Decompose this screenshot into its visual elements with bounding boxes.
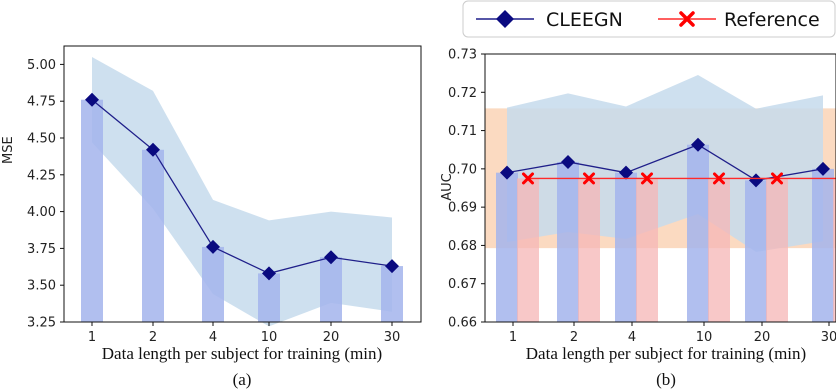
panel-a-y-tick-label: 4.00 bbox=[27, 205, 56, 220]
panel-a-cleegn-point bbox=[85, 92, 99, 107]
panel-b-x-tick-label: 20 bbox=[754, 330, 771, 345]
panel-a-x-tick-label: 20 bbox=[323, 330, 340, 345]
panel-b-reference-bar bbox=[833, 178, 836, 322]
panel-b-y-axis-label: AUC bbox=[440, 173, 455, 201]
panel-b-cleegn-point bbox=[619, 165, 633, 180]
panel-b-reference-bar bbox=[708, 178, 730, 322]
panel-b-x-tick-label: 2 bbox=[570, 330, 578, 345]
panel-a-y-axis-label: MSE bbox=[1, 136, 16, 164]
panel-b-y-tick-label: 0.69 bbox=[448, 201, 477, 216]
panel-a-caption: (a) bbox=[233, 370, 252, 389]
panel-b-cleegn-bar bbox=[745, 180, 767, 322]
legend-reference-x-marker bbox=[679, 11, 695, 27]
panel-b: 0.66 0.67 0.68 0.69 0.70 0.71 0.72 0.73 1 2 4 10 20 3… bbox=[440, 48, 836, 389]
panel-b-reference-point bbox=[771, 172, 783, 185]
panel-a-cleegn-bar bbox=[81, 99, 103, 322]
panel-b-reference-point bbox=[583, 172, 595, 185]
panel-a-cleegn-point bbox=[324, 250, 338, 265]
panel-b-reference-point bbox=[713, 172, 725, 185]
panel-b-x-tick-label: 30 bbox=[821, 330, 836, 345]
panel-b-x-tick-label: 4 bbox=[628, 330, 636, 345]
panel-b-y-tick-label: 0.68 bbox=[448, 239, 477, 254]
panel-a-y-tick-label: 4.50 bbox=[27, 132, 56, 147]
panel-a-y-tick-label: 5.00 bbox=[27, 58, 56, 73]
panel-b-y-tick-label: 0.67 bbox=[448, 277, 477, 292]
panel-b-cleegn-bar bbox=[687, 144, 709, 322]
panel-a-x-tick-label: 1 bbox=[88, 330, 96, 345]
panel-b-cleegn-point bbox=[749, 173, 763, 188]
panel-b-reference-bar bbox=[766, 178, 788, 322]
panel-b-cleegn-bar bbox=[496, 172, 518, 322]
panel-a-cleegn-bar bbox=[202, 246, 224, 322]
legend-cleegn-label: CLEEGN bbox=[546, 9, 623, 31]
panel-b-reference-point bbox=[522, 172, 534, 185]
panel-b-x-tick-label: 10 bbox=[696, 330, 713, 345]
panel-a-cleegn-point bbox=[262, 266, 276, 281]
panel-a-y-tick-label: 3.50 bbox=[27, 279, 56, 294]
panel-a-y-tick-label: 3.25 bbox=[27, 316, 56, 331]
panel-a-axes-frame bbox=[63, 45, 422, 323]
panel-a-y-tick-label: 3.75 bbox=[27, 242, 56, 257]
panel-a-cleegn-confidence-band bbox=[92, 57, 392, 327]
panel-b-caption: (b) bbox=[656, 370, 676, 389]
panel-b-y-tick-label: 0.73 bbox=[448, 48, 477, 63]
legend-reference-label: Reference bbox=[724, 9, 820, 31]
panel-b-cleegn-point bbox=[500, 165, 514, 180]
panel-a-cleegn-point bbox=[385, 259, 399, 274]
panel-b-x-tick-label: 1 bbox=[509, 330, 517, 345]
legend-frame bbox=[462, 0, 836, 38]
panel-a-x-axis-label: Data length per subject for training (mi… bbox=[102, 344, 382, 363]
panel-a-cleegn-bar bbox=[381, 266, 403, 322]
panel-b-cleegn-bar bbox=[615, 172, 637, 322]
panel-b-x-axis-label: Data length per subject for training (mi… bbox=[526, 344, 806, 363]
panel-a-cleegn-bar bbox=[320, 257, 342, 322]
panel-b-cleegn-point bbox=[691, 137, 705, 152]
panel-b-y-tick-label: 0.70 bbox=[448, 162, 477, 177]
panel-b-reference-bar bbox=[517, 178, 539, 322]
panel-b-cleegn-bar bbox=[557, 161, 579, 322]
panel-a-cleegn-point bbox=[206, 239, 220, 254]
legend-cleegn-diamond-marker bbox=[496, 10, 514, 28]
panel-b-plot-area: 0.66 0.67 0.68 0.69 0.70 0.71 0.72 0.73 1 2 4 10 20 3… bbox=[448, 48, 836, 345]
panel-a: 3.25 3.50 3.75 4.00 4.25 4.50 4.75 5.00 1 2 4 10 20 3… bbox=[1, 45, 422, 389]
legend: CLEEGN Reference bbox=[462, 0, 836, 38]
panel-a-x-tick-label: 30 bbox=[384, 330, 401, 345]
panel-b-cleegn-bar bbox=[812, 168, 834, 322]
panel-b-cleegn-point bbox=[816, 161, 830, 176]
panel-a-y-tick-label: 4.75 bbox=[27, 95, 56, 110]
panel-b-reference-bar bbox=[578, 178, 600, 322]
panel-b-axes-frame bbox=[484, 53, 836, 323]
panel-a-cleegn-bar bbox=[258, 273, 280, 322]
panel-b-cleegn-point bbox=[561, 154, 575, 169]
panel-a-x-tick-label: 10 bbox=[261, 330, 278, 345]
panel-a-plot-area: 3.25 3.50 3.75 4.00 4.25 4.50 4.75 5.00 1 2 4 10 20 3… bbox=[27, 45, 422, 345]
panel-a-cleegn-bar bbox=[142, 149, 164, 322]
panel-b-y-tick-label: 0.66 bbox=[448, 316, 477, 331]
panel-a-y-tick-label: 4.25 bbox=[27, 168, 56, 183]
panel-a-cleegn-point bbox=[146, 142, 160, 157]
panel-b-reference-point bbox=[641, 172, 653, 185]
panel-a-x-tick-label: 2 bbox=[149, 330, 157, 345]
panel-b-y-tick-label: 0.71 bbox=[448, 124, 477, 139]
panel-b-reference-bar bbox=[636, 178, 658, 322]
panel-b-y-tick-label: 0.72 bbox=[448, 86, 477, 101]
panel-a-cleegn-line bbox=[91, 99, 393, 275]
panel-a-x-tick-label: 4 bbox=[209, 330, 217, 345]
